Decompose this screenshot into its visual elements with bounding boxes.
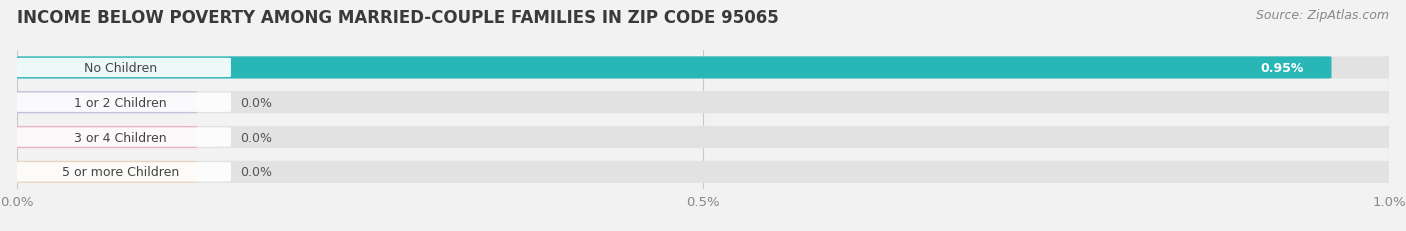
- FancyBboxPatch shape: [6, 161, 197, 183]
- Text: No Children: No Children: [84, 62, 157, 75]
- Text: Source: ZipAtlas.com: Source: ZipAtlas.com: [1256, 9, 1389, 22]
- FancyBboxPatch shape: [6, 57, 1331, 79]
- Text: 0.95%: 0.95%: [1261, 62, 1303, 75]
- Text: 0.0%: 0.0%: [240, 166, 273, 179]
- Text: 3 or 4 Children: 3 or 4 Children: [75, 131, 167, 144]
- FancyBboxPatch shape: [6, 57, 1400, 79]
- Text: INCOME BELOW POVERTY AMONG MARRIED-COUPLE FAMILIES IN ZIP CODE 95065: INCOME BELOW POVERTY AMONG MARRIED-COUPL…: [17, 9, 779, 27]
- FancyBboxPatch shape: [6, 92, 197, 114]
- FancyBboxPatch shape: [10, 162, 231, 182]
- FancyBboxPatch shape: [6, 92, 1400, 114]
- Text: 0.0%: 0.0%: [240, 96, 273, 109]
- Text: 0.0%: 0.0%: [240, 131, 273, 144]
- FancyBboxPatch shape: [6, 161, 1400, 183]
- FancyBboxPatch shape: [6, 126, 197, 149]
- Text: 5 or more Children: 5 or more Children: [62, 166, 179, 179]
- FancyBboxPatch shape: [6, 126, 1400, 149]
- FancyBboxPatch shape: [10, 58, 231, 78]
- Text: 1 or 2 Children: 1 or 2 Children: [75, 96, 167, 109]
- FancyBboxPatch shape: [10, 128, 231, 147]
- FancyBboxPatch shape: [10, 93, 231, 112]
